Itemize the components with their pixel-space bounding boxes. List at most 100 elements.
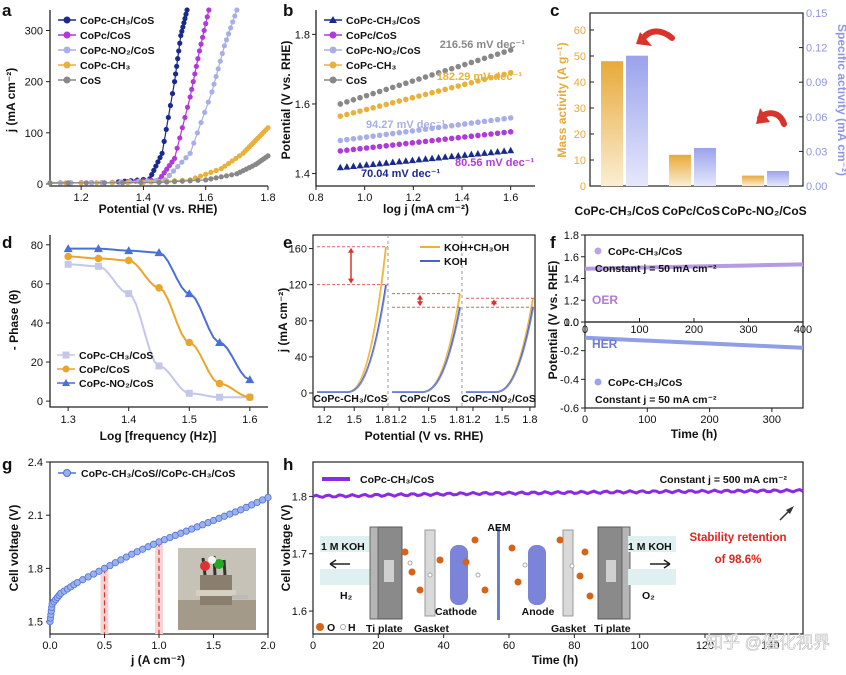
panel-b-ylabel: Potential (V vs. RHE) bbox=[279, 41, 293, 160]
a-point bbox=[213, 167, 219, 174]
b-point bbox=[428, 154, 436, 162]
b-point bbox=[349, 162, 357, 169]
panel-c: c 01020304050600.000.030.060.090.120.15 … bbox=[550, 1, 846, 218]
b-point bbox=[462, 121, 468, 127]
a-point bbox=[213, 73, 219, 80]
b-point bbox=[344, 111, 350, 118]
h-anode: Anode bbox=[522, 606, 555, 618]
a-point bbox=[229, 158, 235, 164]
f-xtick-label: 300 bbox=[763, 414, 781, 426]
c-bar-mass bbox=[601, 61, 623, 187]
a-point bbox=[203, 171, 209, 177]
b-point bbox=[435, 153, 443, 161]
b-point bbox=[441, 153, 449, 160]
h-oxygen-atom bbox=[408, 568, 416, 576]
d-xtick-label: 1.4 bbox=[121, 414, 136, 426]
f-xtick-label: 100 bbox=[638, 414, 656, 426]
b-point bbox=[382, 159, 390, 166]
b-point bbox=[396, 141, 403, 148]
a-point bbox=[161, 138, 167, 144]
g-point bbox=[73, 578, 81, 587]
b-legend-marker bbox=[329, 16, 337, 23]
h-oxygen-atom bbox=[401, 548, 409, 556]
a-ytick-label: 100 bbox=[25, 128, 43, 140]
h-ytick-label: 1.6 bbox=[292, 606, 307, 618]
panel-e-xlabel: Potential (V vs. RHE) bbox=[365, 429, 484, 443]
a-xtick-label: 1.8 bbox=[260, 192, 275, 204]
b-point bbox=[448, 152, 456, 160]
b-point bbox=[442, 123, 448, 130]
a-point bbox=[223, 37, 230, 43]
g-ytick-label: 2.1 bbox=[28, 510, 43, 522]
a-point bbox=[65, 180, 71, 186]
oer-label: OER bbox=[592, 293, 618, 307]
h-hydrogen-atom bbox=[569, 563, 575, 569]
h-xtick-label: 0 bbox=[310, 640, 316, 652]
c-ytick-left-label: 0 bbox=[580, 181, 586, 193]
a-point bbox=[195, 56, 201, 62]
a-point bbox=[179, 125, 185, 131]
a-point bbox=[191, 140, 197, 146]
h-oxygen-atom bbox=[576, 572, 584, 580]
g-point bbox=[106, 561, 114, 570]
b-point bbox=[475, 119, 481, 126]
b-point bbox=[480, 149, 488, 156]
a-point bbox=[151, 167, 157, 173]
b-point bbox=[448, 65, 455, 72]
c-ytick-right-label: 0.12 bbox=[806, 43, 827, 55]
d-ytick-label: 80 bbox=[31, 240, 43, 252]
panel-a: a 1.2 1.4 1.6 1.8 0 100 200 300 Potential (V vs… bbox=[2, 1, 276, 216]
a-legend-marker bbox=[63, 76, 71, 84]
a-series-line bbox=[49, 9, 238, 184]
h-hydrogen-atom bbox=[407, 560, 413, 566]
panel-d-xlabel: Log [frequency (Hz)] bbox=[100, 429, 217, 443]
e-xtick-label: 1.8 bbox=[522, 414, 537, 426]
b-xtick-label: 0.8 bbox=[308, 192, 323, 204]
f-legend-top: CoPc-CH₃/CoS bbox=[608, 246, 682, 258]
a-point bbox=[174, 63, 180, 69]
a-legend-marker bbox=[63, 61, 71, 69]
h-oxygen-atom bbox=[471, 536, 479, 544]
a-ytick-label: 200 bbox=[25, 77, 43, 89]
b-point bbox=[383, 131, 389, 138]
b-point bbox=[468, 133, 475, 140]
h-oxygen-atom bbox=[481, 586, 489, 594]
h-xtick-label: 20 bbox=[372, 640, 384, 652]
a-point bbox=[183, 11, 189, 17]
a-ytick-label: 0 bbox=[37, 179, 43, 191]
h-ytick-label: 1.8 bbox=[292, 491, 307, 503]
d-ytick-label: 20 bbox=[31, 357, 43, 369]
b-legend-marker bbox=[329, 46, 337, 54]
d-point bbox=[64, 252, 72, 261]
b-point bbox=[344, 147, 350, 154]
b-point bbox=[363, 106, 370, 113]
b-point bbox=[455, 63, 462, 70]
a-point bbox=[164, 166, 170, 172]
f-ytick-label: -0.4 bbox=[560, 374, 579, 386]
a-point bbox=[173, 71, 179, 77]
d-point bbox=[245, 375, 255, 384]
c-ytick-left-label: 50 bbox=[574, 51, 586, 63]
b-point bbox=[422, 138, 429, 145]
b-point bbox=[402, 157, 410, 164]
a-point bbox=[230, 19, 236, 25]
b-point bbox=[455, 134, 462, 141]
a-point bbox=[197, 173, 204, 179]
b-point bbox=[501, 115, 507, 122]
a-point bbox=[219, 50, 225, 57]
e-legend-label: KOH+CH₃OH bbox=[444, 242, 509, 254]
a-point bbox=[156, 179, 162, 186]
g-point bbox=[79, 576, 87, 584]
panel-h-letter: h bbox=[283, 455, 293, 474]
a-legend-label: CoPc-CH₃/CoS bbox=[80, 15, 154, 27]
e-ytick-label: 40 bbox=[295, 352, 307, 364]
b-point bbox=[494, 51, 501, 57]
c-category-label: CoPc-NO₂/CoS bbox=[721, 204, 806, 218]
e-curve bbox=[466, 298, 534, 393]
h-h-legend: H bbox=[348, 622, 356, 634]
a-point bbox=[209, 89, 215, 95]
b-point bbox=[462, 61, 468, 68]
b-point bbox=[435, 124, 442, 131]
b-point bbox=[343, 163, 351, 170]
g-xtick-label: 0.0 bbox=[42, 640, 57, 652]
